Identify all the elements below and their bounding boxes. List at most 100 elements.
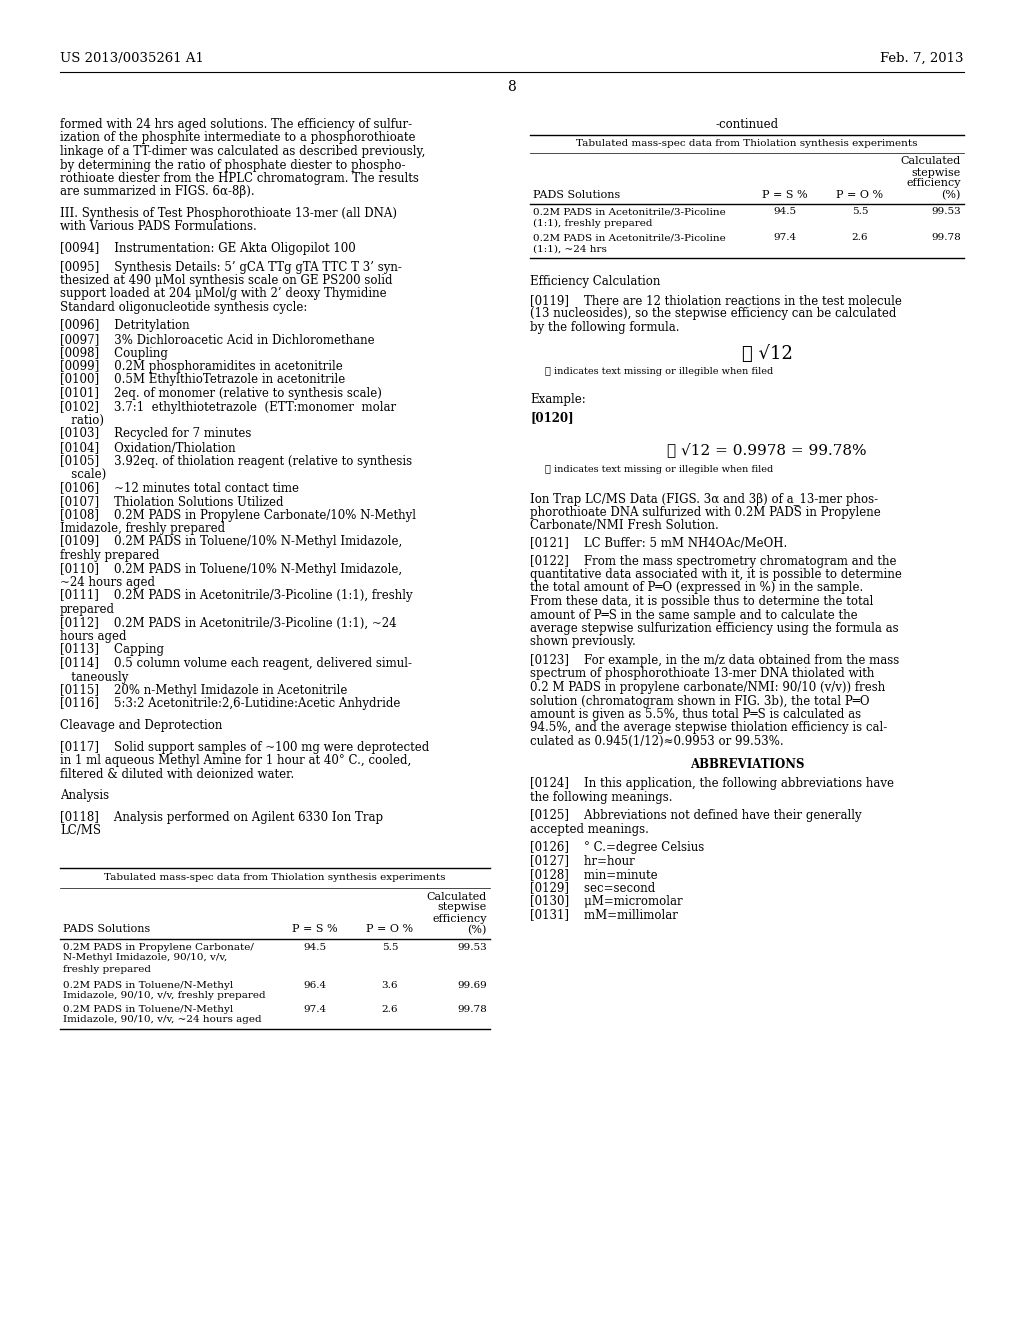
Text: shown previously.: shown previously.: [530, 635, 636, 648]
Text: Calculated: Calculated: [427, 891, 487, 902]
Text: 96.4: 96.4: [303, 981, 327, 990]
Text: [0122]    From the mass spectrometry chromatogram and the: [0122] From the mass spectrometry chroma…: [530, 554, 896, 568]
Text: accepted meanings.: accepted meanings.: [530, 822, 649, 836]
Text: 99.53: 99.53: [931, 207, 961, 216]
Text: 99.78: 99.78: [458, 1005, 487, 1014]
Text: Imidazole, 90/10, v/v, ~24 hours aged: Imidazole, 90/10, v/v, ~24 hours aged: [63, 1015, 261, 1024]
Text: [0131]    mM=millimolar: [0131] mM=millimolar: [530, 908, 678, 921]
Text: [0095]    Synthesis Details: 5’ gCA TTg gTA TTC T 3’ syn-: [0095] Synthesis Details: 5’ gCA TTg gTA…: [60, 260, 401, 273]
Text: by the following formula.: by the following formula.: [530, 321, 680, 334]
Text: linkage of a TT-dimer was calculated as described previously,: linkage of a TT-dimer was calculated as …: [60, 145, 425, 158]
Text: [0096]    Detritylation: [0096] Detritylation: [60, 319, 189, 333]
Text: 2.6: 2.6: [852, 234, 868, 243]
Text: are summarized in FIGS. 6α-8β).: are summarized in FIGS. 6α-8β).: [60, 186, 255, 198]
Text: [0121]    LC Buffer: 5 mM NH4OAc/MeOH.: [0121] LC Buffer: 5 mM NH4OAc/MeOH.: [530, 536, 787, 549]
Text: 99.69: 99.69: [458, 981, 487, 990]
Text: [0117]    Solid support samples of ~100 mg were deprotected: [0117] Solid support samples of ~100 mg …: [60, 741, 429, 754]
Text: ⓒ √12: ⓒ √12: [741, 345, 793, 363]
Text: [0129]    sec=second: [0129] sec=second: [530, 882, 655, 895]
Text: [0106]    ~12 minutes total contact time: [0106] ~12 minutes total contact time: [60, 482, 299, 495]
Text: ization of the phosphite intermediate to a phosphorothioate: ization of the phosphite intermediate to…: [60, 132, 416, 144]
Text: [0097]    3% Dichloroacetic Acid in Dichloromethane: [0097] 3% Dichloroacetic Acid in Dichlor…: [60, 333, 375, 346]
Text: [0112]    0.2M PADS in Acetonitrile/3-Picoline (1:1), ~24: [0112] 0.2M PADS in Acetonitrile/3-Picol…: [60, 616, 396, 630]
Text: LC/MS: LC/MS: [60, 824, 101, 837]
Text: 0.2M PADS in Toluene/N-Methyl: 0.2M PADS in Toluene/N-Methyl: [63, 981, 233, 990]
Text: [0110]    0.2M PADS in Toluene/10% N-Methyl Imidazole,: [0110] 0.2M PADS in Toluene/10% N-Methyl…: [60, 562, 402, 576]
Text: [0114]    0.5 column volume each reagent, delivered simul-: [0114] 0.5 column volume each reagent, d…: [60, 657, 412, 671]
Text: 0.2M PADS in Acetonitrile/3-Picoline: 0.2M PADS in Acetonitrile/3-Picoline: [534, 207, 726, 216]
Text: 94.5: 94.5: [773, 207, 797, 216]
Text: [0107]    Thiolation Solutions Utilized: [0107] Thiolation Solutions Utilized: [60, 495, 284, 508]
Text: [0113]    Capping: [0113] Capping: [60, 644, 164, 656]
Text: 5.5: 5.5: [382, 942, 398, 952]
Text: [0128]    min=minute: [0128] min=minute: [530, 869, 657, 880]
Text: [0115]    20% n-Methyl Imidazole in Acetonitrile: [0115] 20% n-Methyl Imidazole in Acetoni…: [60, 684, 347, 697]
Text: rothioate diester from the HPLC chromatogram. The results: rothioate diester from the HPLC chromato…: [60, 172, 419, 185]
Text: [0124]    In this application, the following abbreviations have: [0124] In this application, the followin…: [530, 777, 894, 789]
Text: Standard oligonucleotide synthesis cycle:: Standard oligonucleotide synthesis cycle…: [60, 301, 307, 314]
Text: efficiency: efficiency: [906, 178, 961, 189]
Text: -continued: -continued: [716, 117, 778, 131]
Text: freshly prepared: freshly prepared: [60, 549, 160, 562]
Text: [0127]    hr=hour: [0127] hr=hour: [530, 854, 635, 867]
Text: Calculated: Calculated: [901, 157, 961, 166]
Text: Imidazole, freshly prepared: Imidazole, freshly prepared: [60, 521, 225, 535]
Text: (1:1), freshly prepared: (1:1), freshly prepared: [534, 219, 652, 227]
Text: [0118]    Analysis performed on Agilent 6330 Ion Trap: [0118] Analysis performed on Agilent 633…: [60, 810, 383, 824]
Text: [0123]    For example, in the m/z data obtained from the mass: [0123] For example, in the m/z data obta…: [530, 653, 899, 667]
Text: Efficiency Calculation: Efficiency Calculation: [530, 276, 660, 289]
Text: 8: 8: [508, 81, 516, 94]
Text: 0.2M PADS in Acetonitrile/3-Picoline: 0.2M PADS in Acetonitrile/3-Picoline: [534, 234, 726, 243]
Text: [0125]    Abbreviations not defined have their generally: [0125] Abbreviations not defined have th…: [530, 809, 861, 822]
Text: PADS Solutions: PADS Solutions: [63, 924, 151, 935]
Text: ABBREVIATIONS: ABBREVIATIONS: [690, 759, 804, 771]
Text: Imidazole, 90/10, v/v, freshly prepared: Imidazole, 90/10, v/v, freshly prepared: [63, 991, 265, 1001]
Text: ~24 hours aged: ~24 hours aged: [60, 576, 155, 589]
Text: stepwise: stepwise: [911, 168, 961, 177]
Text: Tabulated mass-spec data from Thiolation synthesis experiments: Tabulated mass-spec data from Thiolation…: [577, 139, 918, 148]
Text: 0.2M PADS in Toluene/N-Methyl: 0.2M PADS in Toluene/N-Methyl: [63, 1005, 233, 1014]
Text: 97.4: 97.4: [773, 234, 797, 243]
Text: P = O %: P = O %: [367, 924, 414, 935]
Text: PADS Solutions: PADS Solutions: [534, 190, 621, 199]
Text: hours aged: hours aged: [60, 630, 127, 643]
Text: [0116]    5:3:2 Acetonitrile:2,6-Lutidine:Acetic Anhydride: [0116] 5:3:2 Acetonitrile:2,6-Lutidine:A…: [60, 697, 400, 710]
Text: amount of P═S in the same sample and to calculate the: amount of P═S in the same sample and to …: [530, 609, 858, 622]
Text: [0126]    ° C.=degree Celsius: [0126] ° C.=degree Celsius: [530, 841, 705, 854]
Text: [0102]    3.7:1  ethylthiotetrazole  (ETT:monomer  molar: [0102] 3.7:1 ethylthiotetrazole (ETT:mon…: [60, 400, 396, 413]
Text: Analysis: Analysis: [60, 789, 110, 803]
Text: N-Methyl Imidazole, 90/10, v/v,: N-Methyl Imidazole, 90/10, v/v,: [63, 953, 227, 962]
Text: [0105]    3.92eq. of thiolation reagent (relative to synthesis: [0105] 3.92eq. of thiolation reagent (re…: [60, 454, 412, 467]
Text: 99.78: 99.78: [931, 234, 961, 243]
Text: freshly prepared: freshly prepared: [63, 965, 151, 974]
Text: 94.5: 94.5: [303, 942, 327, 952]
Text: culated as 0.945(1/12)≈0.9953 or 99.53%.: culated as 0.945(1/12)≈0.9953 or 99.53%.: [530, 735, 783, 748]
Text: solution (chromatogram shown in FIG. 3b), the total P═O: solution (chromatogram shown in FIG. 3b)…: [530, 694, 869, 708]
Text: [0104]    Oxidation/Thiolation: [0104] Oxidation/Thiolation: [60, 441, 236, 454]
Text: formed with 24 hrs aged solutions. The efficiency of sulfur-: formed with 24 hrs aged solutions. The e…: [60, 117, 412, 131]
Text: US 2013/0035261 A1: US 2013/0035261 A1: [60, 51, 204, 65]
Text: support loaded at 204 μMol/g with 2’ deoxy Thymidine: support loaded at 204 μMol/g with 2’ deo…: [60, 288, 387, 301]
Text: stepwise: stepwise: [437, 903, 487, 912]
Text: taneously: taneously: [60, 671, 128, 684]
Text: 94.5%, and the average stepwise thiolation efficiency is cal-: 94.5%, and the average stepwise thiolati…: [530, 722, 887, 734]
Text: Cleavage and Deprotection: Cleavage and Deprotection: [60, 719, 222, 733]
Text: with Various PADS Formulations.: with Various PADS Formulations.: [60, 220, 257, 234]
Text: amount is given as 5.5%, thus total P═S is calculated as: amount is given as 5.5%, thus total P═S …: [530, 708, 861, 721]
Text: by determining the ratio of phosphate diester to phospho-: by determining the ratio of phosphate di…: [60, 158, 406, 172]
Text: From these data, it is possible thus to determine the total: From these data, it is possible thus to …: [530, 595, 873, 609]
Text: [0099]    0.2M phosphoramidites in acetonitrile: [0099] 0.2M phosphoramidites in acetonit…: [60, 360, 343, 374]
Text: ⓒ indicates text missing or illegible when filed: ⓒ indicates text missing or illegible wh…: [545, 367, 773, 375]
Text: thesized at 490 μMol synthesis scale on GE PS200 solid: thesized at 490 μMol synthesis scale on …: [60, 275, 392, 286]
Text: [0119]    There are 12 thiolation reactions in the test molecule: [0119] There are 12 thiolation reactions…: [530, 294, 902, 308]
Text: phorothioate DNA sulfurized with 0.2M PADS in Propylene: phorothioate DNA sulfurized with 0.2M PA…: [530, 506, 881, 519]
Text: average stepwise sulfurization efficiency using the formula as: average stepwise sulfurization efficienc…: [530, 622, 899, 635]
Text: [0094]    Instrumentation: GE Akta Oligopilot 100: [0094] Instrumentation: GE Akta Oligopil…: [60, 242, 355, 255]
Text: 2.6: 2.6: [382, 1005, 398, 1014]
Text: [0109]    0.2M PADS in Toluene/10% N-Methyl Imidazole,: [0109] 0.2M PADS in Toluene/10% N-Methyl…: [60, 536, 402, 549]
Text: ratio): ratio): [60, 414, 104, 426]
Text: [0100]    0.5M EthylthioTetrazole in acetonitrile: [0100] 0.5M EthylthioTetrazole in aceton…: [60, 374, 345, 387]
Text: Carbonate/NMI Fresh Solution.: Carbonate/NMI Fresh Solution.: [530, 520, 719, 532]
Text: P = S %: P = S %: [762, 190, 808, 199]
Text: [0108]    0.2M PADS in Propylene Carbonate/10% N-Methyl: [0108] 0.2M PADS in Propylene Carbonate/…: [60, 508, 416, 521]
